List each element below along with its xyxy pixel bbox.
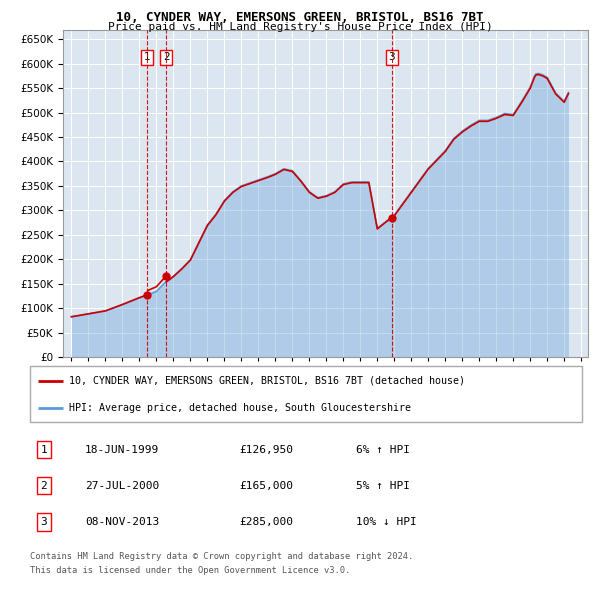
Text: £165,000: £165,000 (240, 481, 294, 491)
Text: 5% ↑ HPI: 5% ↑ HPI (356, 481, 410, 491)
Text: This data is licensed under the Open Government Licence v3.0.: This data is licensed under the Open Gov… (30, 566, 350, 575)
Text: 6% ↑ HPI: 6% ↑ HPI (356, 445, 410, 454)
Text: 3: 3 (40, 517, 47, 527)
Text: HPI: Average price, detached house, South Gloucestershire: HPI: Average price, detached house, Sout… (68, 403, 410, 413)
Text: Contains HM Land Registry data © Crown copyright and database right 2024.: Contains HM Land Registry data © Crown c… (30, 552, 413, 560)
Text: 2: 2 (40, 481, 47, 491)
FancyBboxPatch shape (30, 366, 582, 422)
Text: 10, CYNDER WAY, EMERSONS GREEN, BRISTOL, BS16 7BT (detached house): 10, CYNDER WAY, EMERSONS GREEN, BRISTOL,… (68, 376, 464, 386)
Text: 1: 1 (144, 53, 151, 63)
Text: 08-NOV-2013: 08-NOV-2013 (85, 517, 160, 527)
Text: 27-JUL-2000: 27-JUL-2000 (85, 481, 160, 491)
Text: 1: 1 (40, 445, 47, 454)
Text: 10, CYNDER WAY, EMERSONS GREEN, BRISTOL, BS16 7BT: 10, CYNDER WAY, EMERSONS GREEN, BRISTOL,… (116, 11, 484, 24)
Text: 10% ↓ HPI: 10% ↓ HPI (356, 517, 416, 527)
Text: Price paid vs. HM Land Registry's House Price Index (HPI): Price paid vs. HM Land Registry's House … (107, 22, 493, 32)
Text: 3: 3 (388, 53, 395, 63)
Text: 18-JUN-1999: 18-JUN-1999 (85, 445, 160, 454)
Text: 2: 2 (163, 53, 169, 63)
Text: £126,950: £126,950 (240, 445, 294, 454)
Text: £285,000: £285,000 (240, 517, 294, 527)
